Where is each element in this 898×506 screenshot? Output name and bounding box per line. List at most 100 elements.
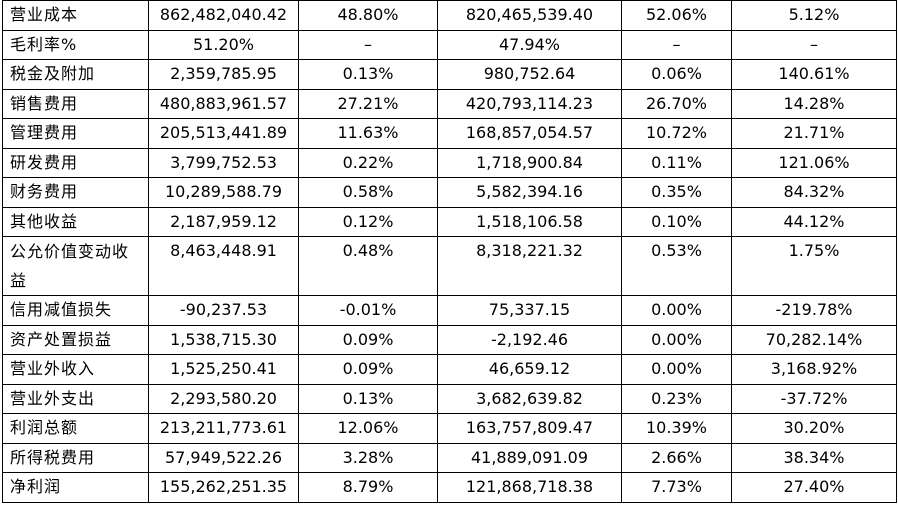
current-amount: 51.20% <box>148 29 299 60</box>
row-label: 营业外支出 <box>2 383 149 414</box>
row-label: 其他收益 <box>2 206 149 237</box>
table-row: 营业成本 862,482,040.42 48.80% 820,465,539.4… <box>2 0 897 31</box>
prior-percent: 2.66% <box>621 442 732 473</box>
current-percent: 0.13% <box>298 383 438 414</box>
prior-percent: 10.72% <box>621 118 732 149</box>
prior-amount: 46,659.12 <box>437 354 622 385</box>
prior-percent: 7.73% <box>621 472 732 503</box>
prior-amount: 121,868,718.38 <box>437 472 622 503</box>
row-label: 利润总额 <box>2 413 149 444</box>
prior-amount: 75,337.15 <box>437 295 622 326</box>
table-row: 资产处置损益 1,538,715.30 0.09% -2,192.46 0.00… <box>2 324 897 355</box>
prior-percent: 0.11% <box>621 147 732 178</box>
change-percent: -37.72% <box>731 383 897 414</box>
prior-amount: -2,192.46 <box>437 324 622 355</box>
current-amount: 1,538,715.30 <box>148 324 299 355</box>
table-row: 财务费用 10,289,588.79 0.58% 5,582,394.16 0.… <box>2 177 897 208</box>
current-percent: 8.79% <box>298 472 438 503</box>
prior-percent: 52.06% <box>621 0 732 31</box>
prior-percent: 0.53% <box>621 236 732 296</box>
prior-amount: 5,582,394.16 <box>437 177 622 208</box>
current-amount: 2,187,959.12 <box>148 206 299 237</box>
row-label: 净利润 <box>2 472 149 503</box>
prior-percent: 0.10% <box>621 206 732 237</box>
current-amount: 480,883,961.57 <box>148 88 299 119</box>
row-label: 营业外收入 <box>2 354 149 385</box>
change-percent: 3,168.92% <box>731 354 897 385</box>
change-percent: 121.06% <box>731 147 897 178</box>
prior-amount: 3,682,639.82 <box>437 383 622 414</box>
current-amount: 2,359,785.95 <box>148 59 299 90</box>
table-row: 信用减值损失 -90,237.53 -0.01% 75,337.15 0.00%… <box>2 295 897 326</box>
change-percent: -219.78% <box>731 295 897 326</box>
current-percent: -0.01% <box>298 295 438 326</box>
prior-amount: 163,757,809.47 <box>437 413 622 444</box>
current-percent: 0.22% <box>298 147 438 178</box>
current-amount: 10,289,588.79 <box>148 177 299 208</box>
table-row: 管理费用 205,513,441.89 11.63% 168,857,054.5… <box>2 118 897 149</box>
prior-amount: 1,518,106.58 <box>437 206 622 237</box>
change-percent: 44.12% <box>731 206 897 237</box>
current-amount: 155,262,251.35 <box>148 472 299 503</box>
row-label: 管理费用 <box>2 118 149 149</box>
change-percent: 84.32% <box>731 177 897 208</box>
table-row: 公允价值变动收益 8,463,448.91 0.48% 8,318,221.32… <box>2 236 897 296</box>
prior-percent: 0.00% <box>621 354 732 385</box>
prior-amount: 1,718,900.84 <box>437 147 622 178</box>
row-label: 所得税费用 <box>2 442 149 473</box>
change-percent: 30.20% <box>731 413 897 444</box>
prior-percent: – <box>621 29 732 60</box>
current-percent: 27.21% <box>298 88 438 119</box>
prior-amount: 820,465,539.40 <box>437 0 622 31</box>
table-row: 研发费用 3,799,752.53 0.22% 1,718,900.84 0.1… <box>2 147 897 178</box>
change-percent: – <box>731 29 897 60</box>
prior-percent: 0.35% <box>621 177 732 208</box>
table-row: 营业外收入 1,525,250.41 0.09% 46,659.12 0.00%… <box>2 354 897 385</box>
change-percent: 5.12% <box>731 0 897 31</box>
table-row: 利润总额 213,211,773.61 12.06% 163,757,809.4… <box>2 413 897 444</box>
row-label: 毛利率% <box>2 29 149 60</box>
current-amount: 3,799,752.53 <box>148 147 299 178</box>
change-percent: 140.61% <box>731 59 897 90</box>
row-label: 营业成本 <box>2 0 149 31</box>
table-row: 所得税费用 57,949,522.26 3.28% 41,889,091.09 … <box>2 442 897 473</box>
row-label: 财务费用 <box>2 177 149 208</box>
row-label: 资产处置损益 <box>2 324 149 355</box>
current-percent: 0.09% <box>298 324 438 355</box>
prior-percent: 10.39% <box>621 413 732 444</box>
table-row: 税金及附加 2,359,785.95 0.13% 980,752.64 0.06… <box>2 59 897 90</box>
row-label: 信用减值损失 <box>2 295 149 326</box>
prior-amount: 41,889,091.09 <box>437 442 622 473</box>
change-percent: 38.34% <box>731 442 897 473</box>
prior-amount: 420,793,114.23 <box>437 88 622 119</box>
current-percent: 0.09% <box>298 354 438 385</box>
prior-percent: 0.00% <box>621 324 732 355</box>
change-percent: 1.75% <box>731 236 897 296</box>
current-percent: 48.80% <box>298 0 438 31</box>
table-row: 营业外支出 2,293,580.20 0.13% 3,682,639.82 0.… <box>2 383 897 414</box>
prior-amount: 980,752.64 <box>437 59 622 90</box>
table-row: 净利润 155,262,251.35 8.79% 121,868,718.38 … <box>2 472 897 503</box>
current-percent: 0.12% <box>298 206 438 237</box>
current-percent: 11.63% <box>298 118 438 149</box>
prior-percent: 0.06% <box>621 59 732 90</box>
current-amount: 862,482,040.42 <box>148 0 299 31</box>
prior-percent: 26.70% <box>621 88 732 119</box>
row-label: 研发费用 <box>2 147 149 178</box>
change-percent: 27.40% <box>731 472 897 503</box>
current-amount: 57,949,522.26 <box>148 442 299 473</box>
table-row: 毛利率% 51.20% – 47.94% – – <box>2 29 897 60</box>
current-percent: 0.58% <box>298 177 438 208</box>
current-percent: 3.28% <box>298 442 438 473</box>
change-percent: 14.28% <box>731 88 897 119</box>
row-label: 公允价值变动收益 <box>2 236 149 296</box>
current-amount: 8,463,448.91 <box>148 236 299 296</box>
current-amount: 205,513,441.89 <box>148 118 299 149</box>
prior-amount: 168,857,054.57 <box>437 118 622 149</box>
row-label: 销售费用 <box>2 88 149 119</box>
prior-percent: 0.23% <box>621 383 732 414</box>
prior-amount: 47.94% <box>437 29 622 60</box>
current-amount: 1,525,250.41 <box>148 354 299 385</box>
table-row: 其他收益 2,187,959.12 0.12% 1,518,106.58 0.1… <box>2 206 897 237</box>
